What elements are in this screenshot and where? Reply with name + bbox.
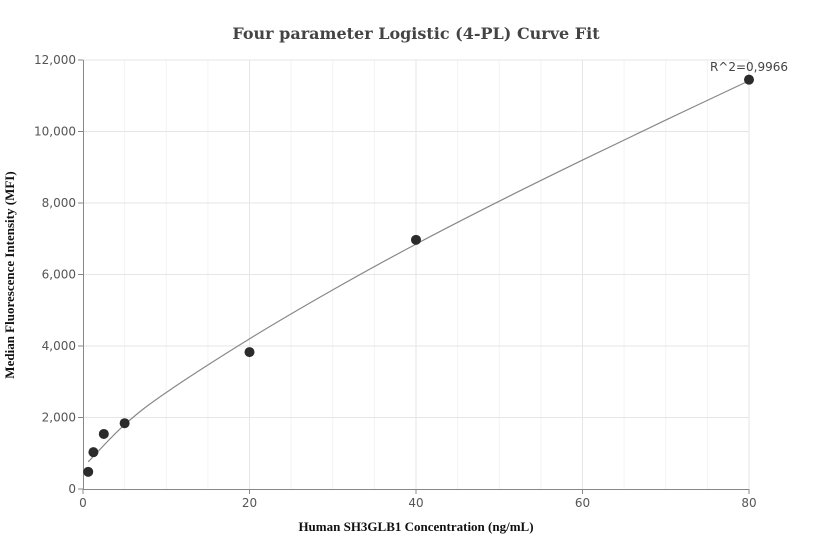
x-ticks: 0 20 40 60 80 [79,489,757,510]
x-tick-label: 60 [575,496,590,510]
data-point [98,428,109,439]
fit-curve [87,80,750,463]
x-tick-label: 40 [408,496,423,510]
x-tick-label: 0 [79,496,87,510]
y-tick-label: 6,000 [42,268,76,282]
data-point [411,234,421,245]
x-axis-title: Human SH3GLB1 Concentration (ng/mL) [298,519,533,534]
data-point [744,74,754,85]
y-tick-label: 4,000 [42,339,76,353]
r-squared-annotation: R^2=0,9966 [710,60,788,74]
x-tick-label: 20 [242,496,257,510]
chart-title: Four parameter Logistic (4-PL) Curve Fit [232,24,600,43]
data-point [119,418,130,429]
y-tick-label: 8,000 [42,196,76,210]
data-point [83,466,94,477]
x-tick-label: 80 [741,496,756,510]
y-tick-label: 2,000 [42,411,76,425]
data-point [88,447,99,458]
y-ticks: 0 2,000 4,000 6,000 8,000 10,000 12,000 [34,53,83,496]
data-point [244,347,255,358]
grid [83,59,750,489]
y-tick-label: 12,000 [34,53,76,67]
y-tick-label: 10,000 [34,125,76,139]
y-axis-title: Median Fluorescence Intensity (MFI) [2,171,17,378]
y-tick-label: 0 [68,482,76,496]
data-points [83,74,754,477]
